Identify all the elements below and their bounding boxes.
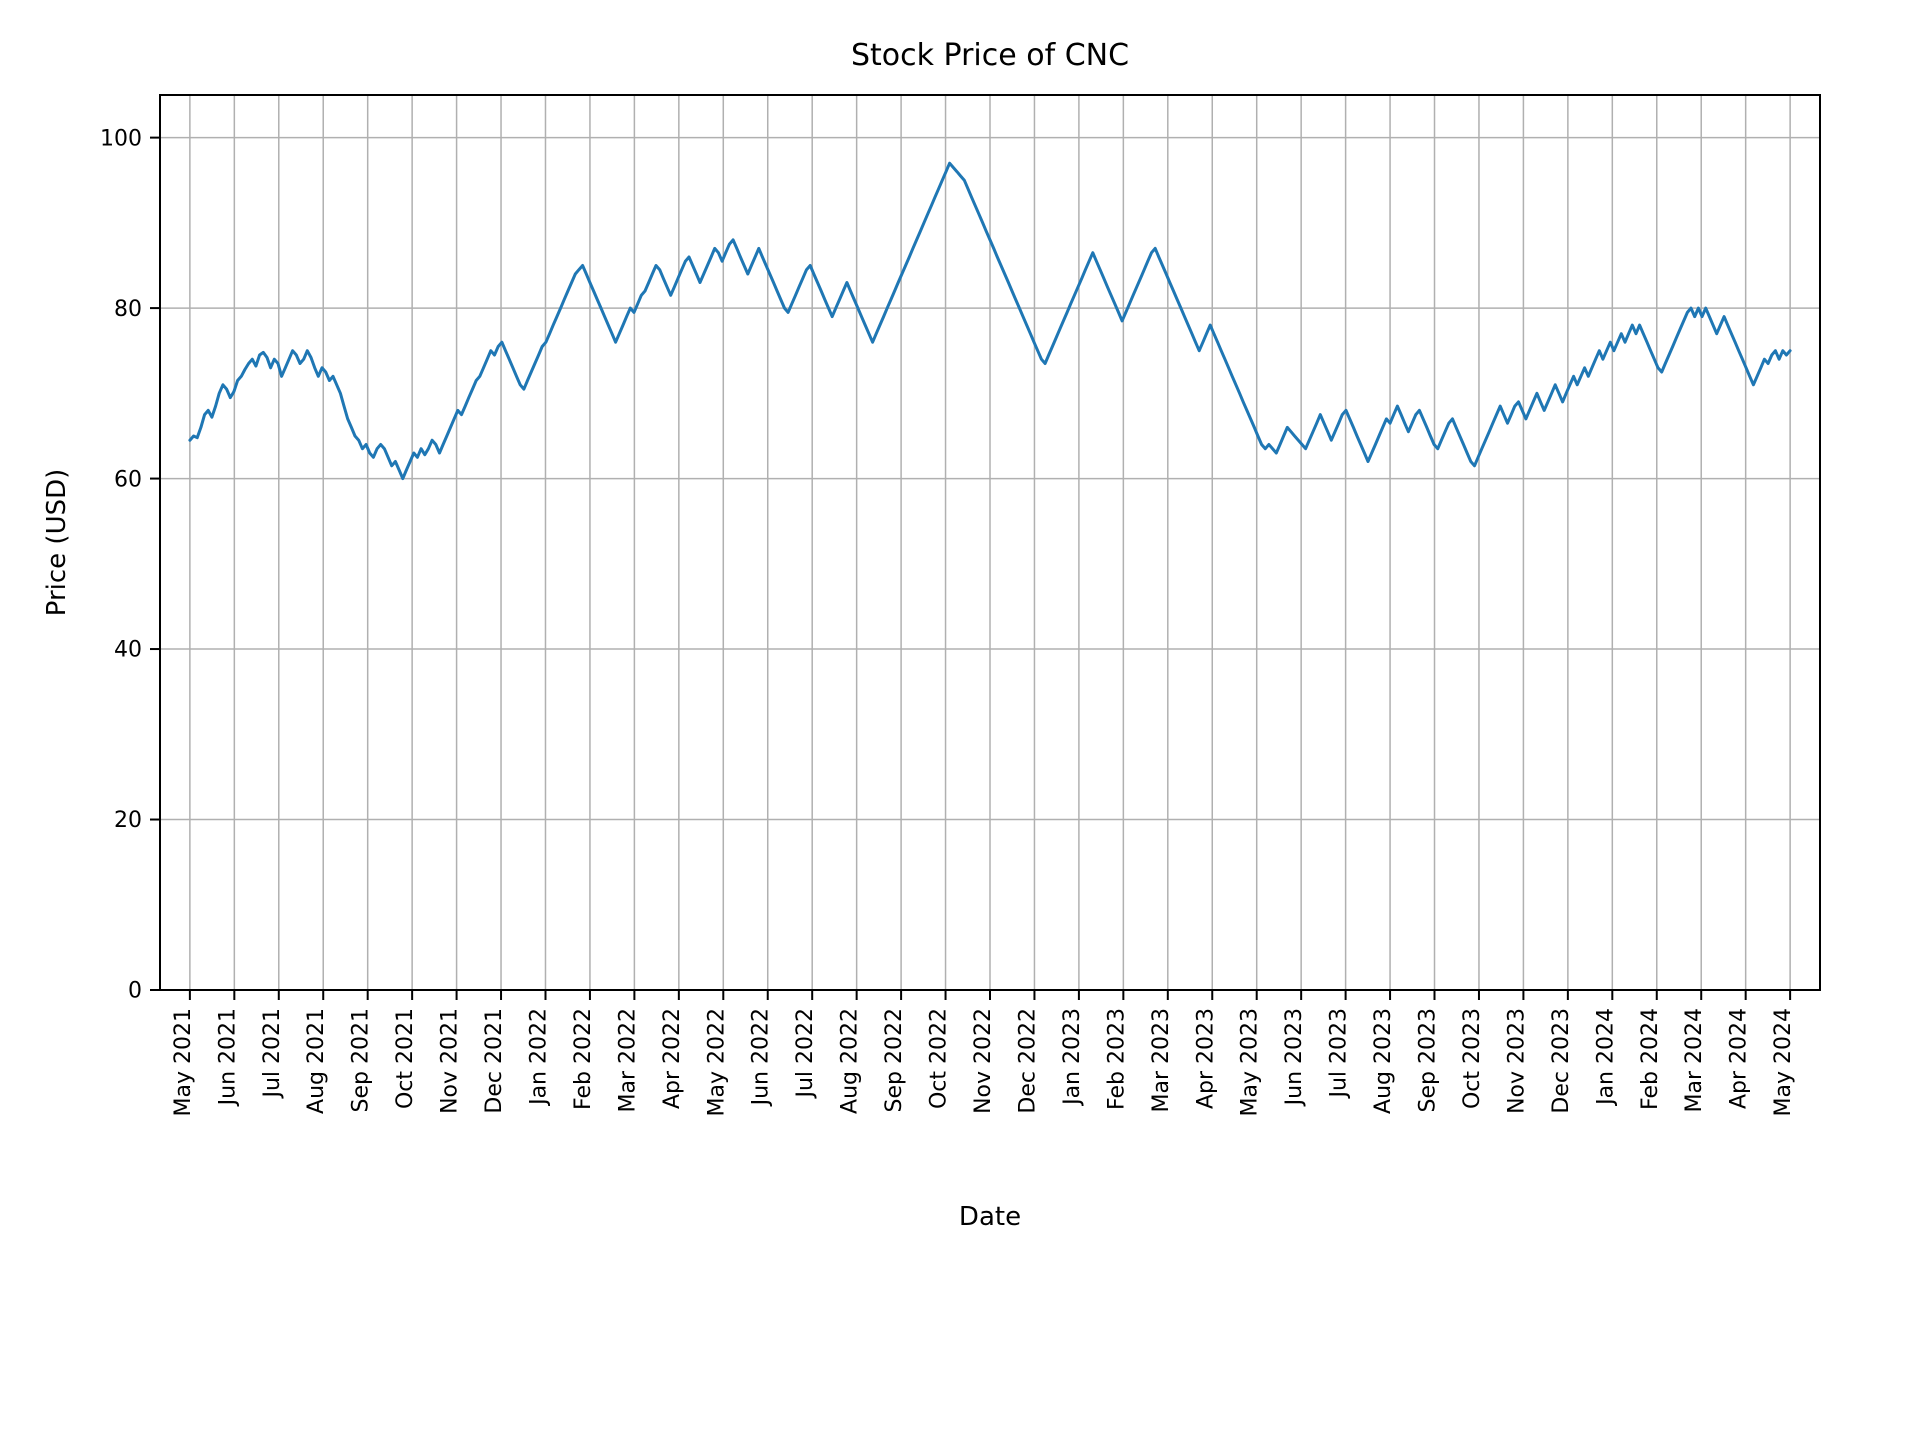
x-tick-label: Mar 2023	[1149, 1008, 1174, 1113]
x-tick-label: Jan 2022	[526, 1008, 551, 1107]
x-tick-label: May 2022	[704, 1008, 729, 1116]
x-tick-label: Sep 2021	[349, 1008, 374, 1112]
y-axis-label: Price (USD)	[42, 469, 72, 617]
x-tick-label: Apr 2022	[660, 1008, 685, 1109]
x-tick-label: Feb 2022	[571, 1008, 596, 1110]
x-tick-label: Jul 2022	[793, 1008, 818, 1100]
y-tick-label: 80	[114, 297, 142, 322]
x-tick-label: Jul 2023	[1327, 1008, 1352, 1100]
x-tick-label: Feb 2024	[1638, 1008, 1663, 1110]
x-tick-label: Nov 2023	[1504, 1008, 1529, 1114]
x-tick-label: Jun 2023	[1282, 1008, 1307, 1107]
x-tick-label: May 2024	[1771, 1008, 1796, 1116]
y-tick-label: 20	[114, 808, 142, 833]
x-tick-label: Mar 2024	[1682, 1008, 1707, 1113]
x-tick-label: Jun 2022	[749, 1008, 774, 1107]
x-tick-label: Dec 2023	[1549, 1008, 1574, 1114]
x-tick-label: Dec 2022	[1015, 1008, 1040, 1114]
x-tick-label: Oct 2023	[1460, 1008, 1485, 1109]
x-tick-label: Jan 2023	[1060, 1008, 1085, 1107]
x-tick-label: Mar 2022	[615, 1008, 640, 1113]
x-tick-label: Feb 2023	[1104, 1008, 1129, 1110]
x-tick-label: Jul 2021	[260, 1008, 285, 1100]
x-tick-label: Nov 2021	[438, 1008, 463, 1114]
x-tick-label: Aug 2021	[304, 1008, 329, 1114]
y-tick-label: 40	[114, 638, 142, 663]
x-tick-label: Aug 2022	[838, 1008, 863, 1114]
x-tick-label: May 2021	[171, 1008, 196, 1116]
y-tick-label: 100	[100, 126, 142, 151]
x-tick-label: Apr 2023	[1193, 1008, 1218, 1109]
x-tick-label: Nov 2022	[971, 1008, 996, 1114]
chart-svg: Stock Price of CNC 0 20 40 60 80 100 May 2021 Ju…	[0, 0, 1920, 1440]
x-tick-label: May 2023	[1238, 1008, 1263, 1116]
x-tick-label: Jan 2024	[1593, 1008, 1618, 1107]
x-tick-label: Oct 2022	[927, 1008, 952, 1109]
x-tick-label: Oct 2021	[393, 1008, 418, 1109]
x-tick-label: Aug 2023	[1371, 1008, 1396, 1114]
x-tick-label: Dec 2021	[482, 1008, 507, 1114]
y-tick-label: 0	[128, 979, 142, 1004]
x-tick-label: Jun 2021	[215, 1008, 240, 1107]
chart-title: Stock Price of CNC	[851, 38, 1129, 73]
x-tick-label: Apr 2024	[1727, 1008, 1752, 1109]
y-tick-label: 60	[114, 467, 142, 492]
x-tick-label: Sep 2022	[882, 1008, 907, 1112]
x-tick-label: Sep 2023	[1416, 1008, 1441, 1112]
x-axis-label: Date	[959, 1202, 1021, 1232]
stock-price-chart: Stock Price of CNC 0 20 40 60 80 100 May 2021 Ju…	[0, 0, 1920, 1440]
